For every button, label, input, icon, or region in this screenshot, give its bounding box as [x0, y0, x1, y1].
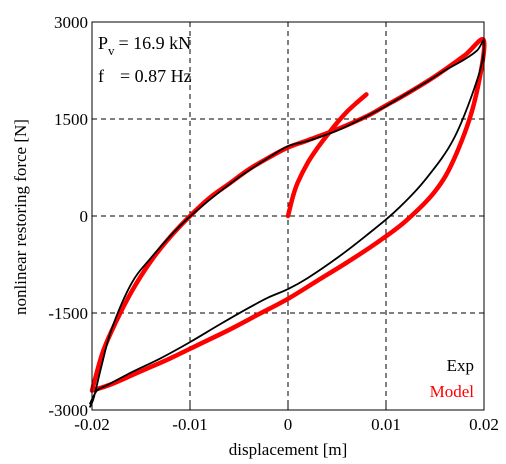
series-line-model-initial: [285, 92, 369, 219]
x-axis-label: displacement [m]: [229, 440, 348, 459]
y-tick-label: -3000: [48, 401, 88, 420]
x-tick-label: 0.02: [469, 415, 499, 434]
f-annotation: f = 0.87 Hz: [98, 66, 192, 86]
y-tick-label: 1500: [54, 110, 88, 129]
pv-annotation: Pv = 16.9 kN: [98, 33, 191, 58]
data-curves: [89, 37, 487, 408]
y-tick-label: 3000: [54, 13, 88, 32]
y-tick-label: 0: [80, 207, 89, 226]
legend-label-exp: Exp: [447, 356, 474, 375]
y-axis-label: nonlinear restoring force [N]: [11, 119, 30, 315]
x-tick-label: 0: [284, 415, 293, 434]
x-tick-label: 0.01: [371, 415, 401, 434]
series-line-exp: [89, 39, 485, 408]
grid-lines: [92, 22, 484, 410]
x-ticks: -0.02 -0.01 0 0.01 0.02: [74, 405, 499, 434]
x-tick-label: -0.01: [172, 415, 207, 434]
legend: Exp Model: [430, 356, 475, 401]
parameter-annotation: Pv = 16.9 kN f = 0.87 Hz: [98, 33, 192, 86]
y-ticks: -3000 -1500 0 1500 3000: [48, 13, 97, 420]
legend-label-model: Model: [430, 382, 475, 401]
x-tick-label: -0.02: [74, 415, 109, 434]
y-tick-label: -1500: [48, 304, 88, 323]
